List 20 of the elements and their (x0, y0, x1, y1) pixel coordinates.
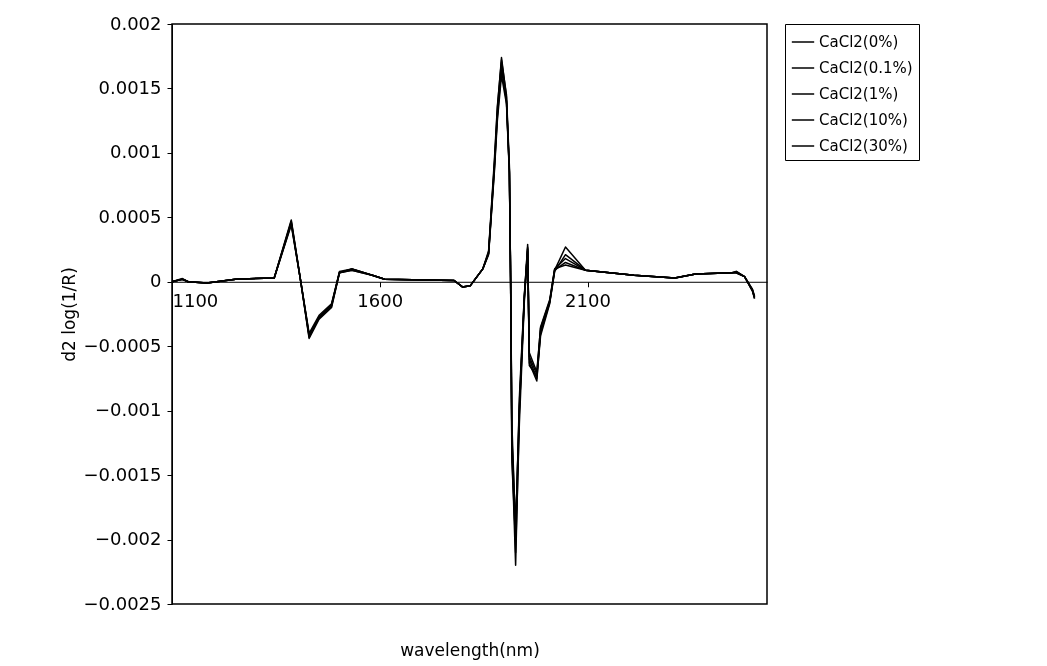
y-tick-label: −0.0015 (83, 463, 162, 485)
y-axis-title: d2 log(1/R) (59, 267, 80, 362)
y-tick-label: −0.001 (94, 399, 162, 421)
x-tick-label: 1600 (357, 290, 404, 312)
y-tick-label: −0.0005 (83, 334, 162, 356)
y-tick-label: −0.0025 (83, 592, 162, 614)
legend-label: CaCl2(10%) (819, 111, 908, 129)
y-tick-label: −0.002 (94, 528, 162, 550)
legend-label: CaCl2(0.1%) (819, 59, 913, 77)
legend-label: CaCl2(1%) (819, 85, 899, 103)
y-tick-label: 0 (150, 270, 162, 292)
x-axis-title: wavelength(nm) (400, 639, 540, 660)
y-tick-label: 0.002 (109, 12, 162, 34)
y-tick-label: 0.001 (109, 141, 162, 163)
x-tick-label: 2100 (565, 290, 611, 312)
legend-label: CaCl2(0%) (819, 33, 899, 51)
y-tick-label: 0.0005 (98, 205, 162, 227)
y-tick-label: 0.0015 (98, 76, 162, 98)
x-tick-label: 1100 (172, 290, 219, 312)
legend-label: CaCl2(30%) (819, 137, 908, 155)
